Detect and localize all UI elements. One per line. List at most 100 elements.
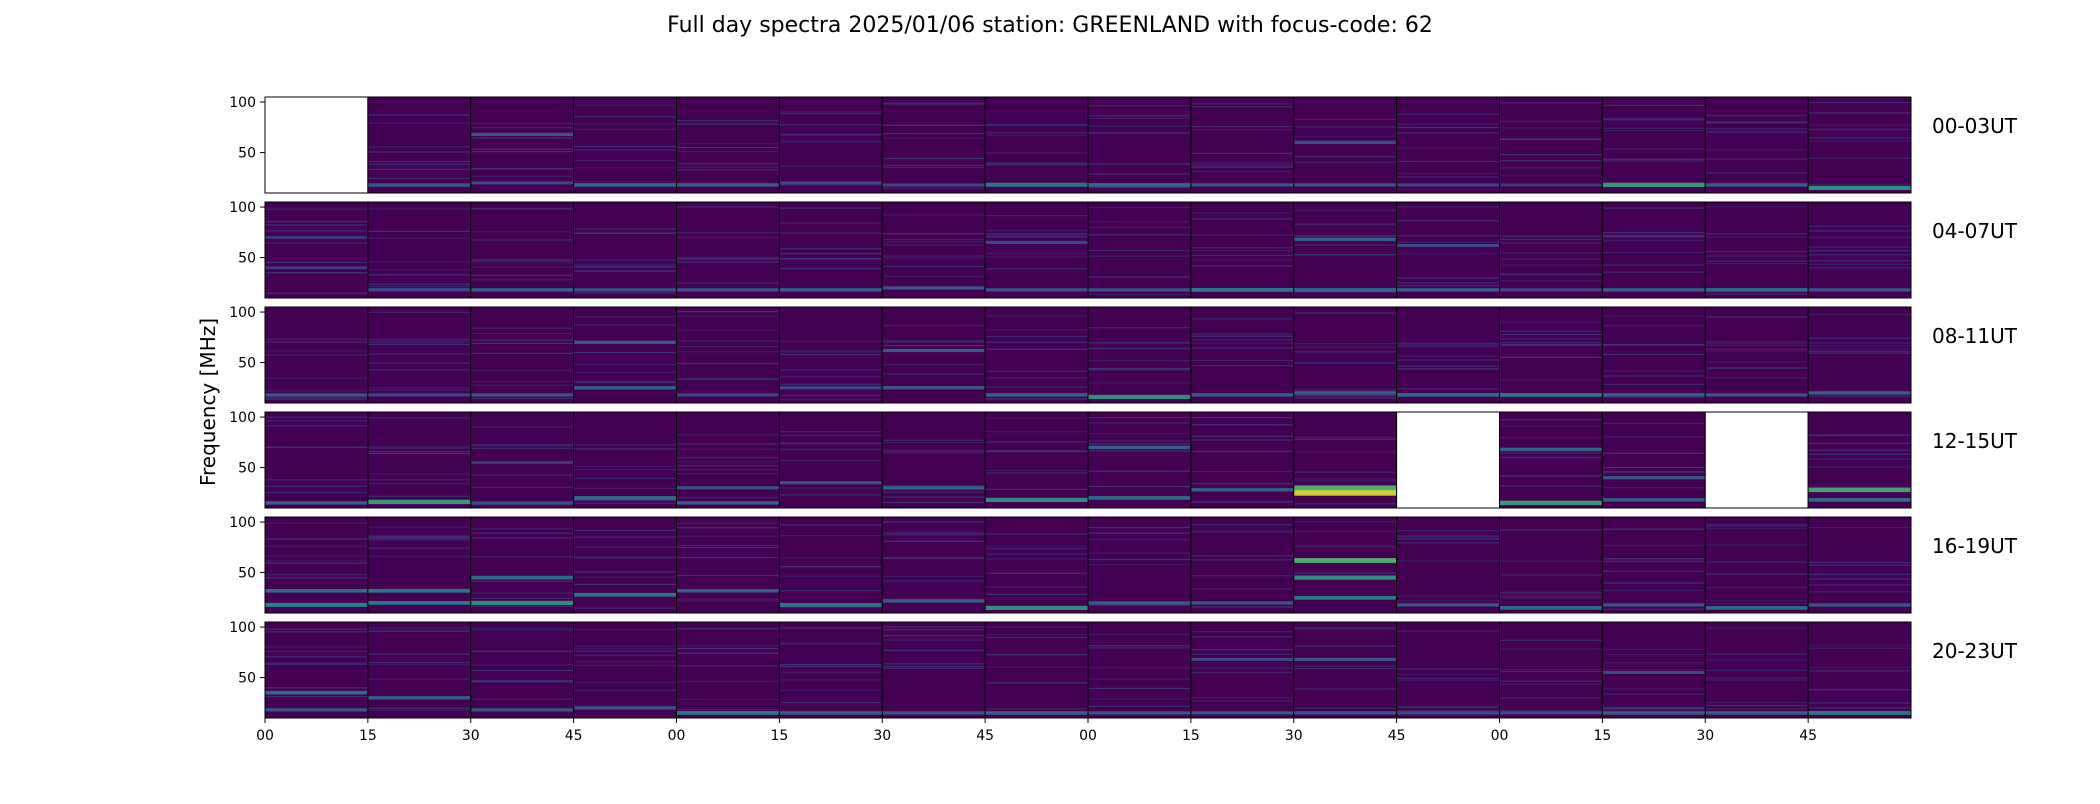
spectrum-panel [470, 306, 575, 404]
spectral-band [676, 589, 780, 593]
spectrum-panel [1807, 201, 1912, 299]
y-tick-label: 100 [229, 305, 256, 321]
noise-line [1088, 442, 1191, 444]
spectrum-panel [1601, 516, 1706, 614]
spectral-band [265, 393, 368, 397]
noise-line [1396, 132, 1500, 134]
noise-line [1705, 679, 1809, 681]
noise-line [1499, 595, 1603, 597]
noise-line [676, 166, 780, 168]
spectrum-panel [1087, 201, 1192, 299]
noise-line [1396, 706, 1500, 708]
spectrum-panel [1601, 621, 1706, 719]
panel-background [1499, 517, 1603, 613]
noise-line [470, 528, 574, 530]
spectral-band [367, 288, 471, 292]
noise-line [1396, 277, 1500, 279]
noise-line [265, 338, 368, 340]
noise-line [779, 679, 883, 681]
noise-line [470, 486, 574, 488]
noise-line [779, 350, 883, 352]
noise-line [1705, 677, 1809, 679]
panel-background [676, 97, 780, 193]
noise-line [1396, 176, 1500, 178]
noise-line [985, 553, 1088, 555]
noise-line [676, 169, 780, 171]
panel-background [367, 97, 471, 193]
spectral-band [470, 461, 574, 464]
noise-line [1705, 599, 1809, 602]
noise-line [779, 671, 883, 674]
noise-line [1293, 362, 1397, 364]
noise-line [985, 472, 1088, 474]
y-tick-label: 50 [238, 461, 256, 477]
noise-line [573, 145, 677, 148]
noise-line [676, 237, 780, 239]
noise-line [1499, 710, 1603, 712]
noise-line [367, 417, 471, 419]
spectrum-panel [1601, 201, 1706, 299]
noise-line [470, 370, 574, 372]
noise-line [1808, 128, 1911, 130]
noise-line [1499, 639, 1603, 641]
noise-line [1705, 122, 1809, 124]
spectral-band [573, 288, 677, 292]
panel-background [1396, 202, 1500, 298]
noise-line [1088, 382, 1191, 384]
noise-line [1396, 679, 1500, 681]
noise-line [1396, 673, 1500, 675]
noise-line [1499, 264, 1603, 266]
noise-line [1088, 698, 1191, 700]
noise-line [1190, 653, 1294, 655]
noise-line [779, 267, 883, 270]
spectrum-panel [778, 201, 883, 299]
noise-line [779, 557, 883, 559]
noise-line [1808, 702, 1911, 704]
noise-line [985, 451, 1088, 453]
noise-line [985, 233, 1088, 235]
noise-line [676, 574, 780, 577]
noise-line [470, 127, 574, 129]
noise-line [882, 491, 986, 493]
noise-line [1499, 274, 1603, 276]
noise-line [882, 575, 986, 577]
noise-line [882, 133, 986, 135]
spectral-band [367, 393, 471, 397]
noise-line [1808, 644, 1911, 646]
noise-line [882, 579, 986, 582]
noise-line [1088, 485, 1191, 488]
noise-line [470, 680, 574, 682]
noise-line [367, 483, 471, 485]
noise-line [1499, 127, 1603, 129]
noise-line [1293, 521, 1397, 523]
noise-line [1705, 316, 1809, 318]
noise-line [470, 239, 574, 241]
spectra-row: 50 100 04-07UT [229, 200, 2018, 299]
noise-line [573, 546, 677, 548]
noise-line [470, 151, 574, 153]
noise-line [985, 593, 1088, 595]
noise-line [573, 499, 677, 501]
noise-line [1190, 347, 1294, 349]
noise-line [882, 452, 986, 454]
noise-line [1705, 236, 1809, 238]
spectral-band [367, 588, 471, 593]
noise-line [573, 487, 677, 489]
noise-line [1396, 123, 1500, 125]
noise-line [882, 187, 986, 189]
noise-line [985, 708, 1088, 710]
noise-line [1705, 149, 1809, 151]
noise-line [882, 257, 986, 259]
noise-line [882, 255, 986, 257]
panel-background [1705, 307, 1809, 403]
noise-line [1293, 126, 1397, 128]
spectral-band [985, 240, 1088, 244]
noise-line [1808, 707, 1911, 709]
noise-line [573, 444, 677, 446]
noise-line [367, 479, 471, 481]
panel-background [573, 202, 677, 298]
noise-line [1190, 339, 1294, 341]
noise-line [1190, 360, 1294, 362]
panel-background [1396, 97, 1500, 193]
noise-line [882, 449, 986, 451]
